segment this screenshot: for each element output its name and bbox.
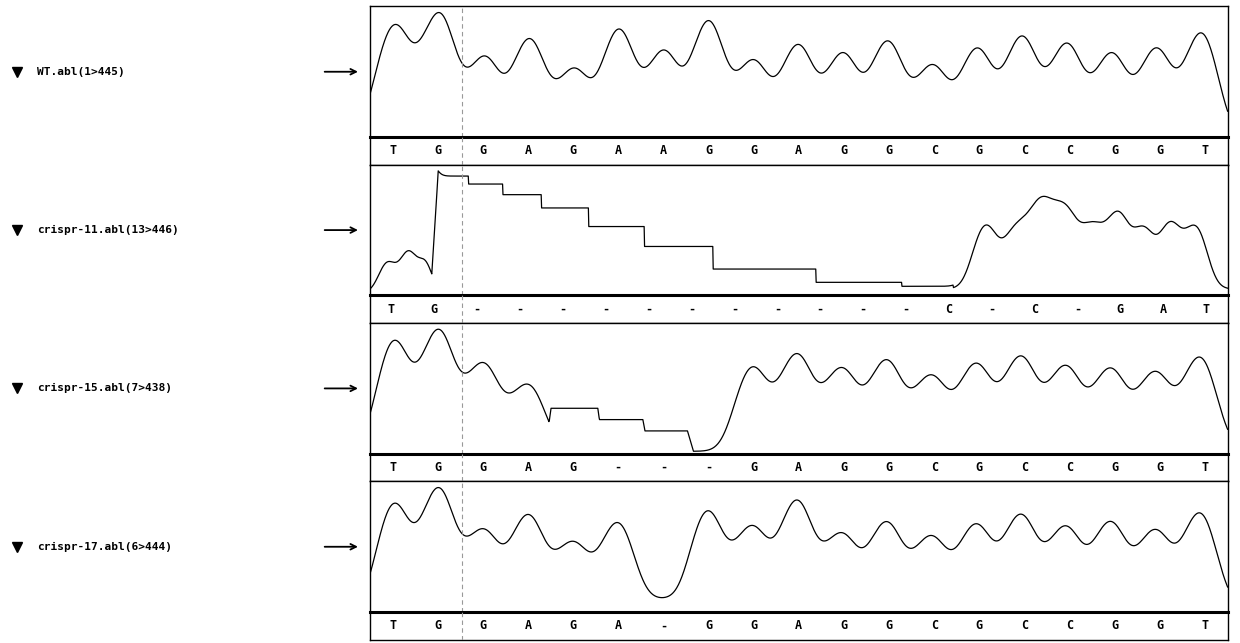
Text: G: G bbox=[885, 145, 893, 158]
Text: A: A bbox=[525, 461, 532, 474]
Text: T: T bbox=[388, 303, 396, 316]
Text: A: A bbox=[525, 619, 532, 633]
Text: G: G bbox=[569, 145, 577, 158]
Text: T: T bbox=[389, 619, 396, 633]
Text: G: G bbox=[480, 619, 486, 633]
Text: -: - bbox=[730, 303, 738, 316]
Text: G: G bbox=[434, 145, 441, 158]
Text: T: T bbox=[389, 145, 396, 158]
Text: T: T bbox=[389, 461, 396, 474]
Text: -: - bbox=[706, 461, 712, 474]
Text: C: C bbox=[1066, 145, 1073, 158]
Text: -: - bbox=[688, 303, 696, 316]
Text: T: T bbox=[1203, 303, 1210, 316]
Text: G: G bbox=[1157, 619, 1163, 633]
Text: A: A bbox=[795, 461, 802, 474]
Text: crispr-11.abl(13>446): crispr-11.abl(13>446) bbox=[37, 225, 179, 235]
Text: -: - bbox=[1074, 303, 1081, 316]
Text: G: G bbox=[976, 145, 983, 158]
Text: C: C bbox=[931, 461, 937, 474]
Text: G: G bbox=[430, 303, 438, 316]
Text: T: T bbox=[1202, 461, 1209, 474]
Text: -: - bbox=[774, 303, 781, 316]
Text: G: G bbox=[976, 461, 983, 474]
Text: -: - bbox=[660, 461, 667, 474]
Text: C: C bbox=[1066, 461, 1073, 474]
Text: G: G bbox=[480, 461, 486, 474]
Text: -: - bbox=[615, 461, 621, 474]
Text: C: C bbox=[931, 145, 937, 158]
Text: -: - bbox=[660, 619, 667, 633]
Text: crispr-15.abl(7>438): crispr-15.abl(7>438) bbox=[37, 383, 172, 394]
Text: A: A bbox=[1159, 303, 1167, 316]
Text: C: C bbox=[1021, 145, 1028, 158]
Text: G: G bbox=[1157, 145, 1163, 158]
Text: -: - bbox=[645, 303, 652, 316]
Text: -: - bbox=[988, 303, 996, 316]
Text: A: A bbox=[525, 145, 532, 158]
Text: A: A bbox=[795, 145, 802, 158]
Text: C: C bbox=[931, 619, 937, 633]
Text: -: - bbox=[517, 303, 523, 316]
Text: G: G bbox=[750, 461, 758, 474]
Text: C: C bbox=[1066, 619, 1073, 633]
Text: A: A bbox=[795, 619, 802, 633]
Text: C: C bbox=[1021, 461, 1028, 474]
Text: G: G bbox=[1111, 461, 1118, 474]
Text: -: - bbox=[474, 303, 481, 316]
Text: C: C bbox=[1021, 619, 1028, 633]
Text: WT.abl(1>445): WT.abl(1>445) bbox=[37, 67, 125, 77]
Text: G: G bbox=[885, 461, 893, 474]
Text: C: C bbox=[1032, 303, 1038, 316]
Text: G: G bbox=[569, 619, 577, 633]
Text: G: G bbox=[480, 145, 486, 158]
Text: G: G bbox=[706, 619, 712, 633]
Text: G: G bbox=[976, 619, 983, 633]
Text: G: G bbox=[885, 619, 893, 633]
Text: G: G bbox=[1111, 145, 1118, 158]
Text: G: G bbox=[1111, 619, 1118, 633]
Text: -: - bbox=[603, 303, 609, 316]
Text: A: A bbox=[615, 145, 621, 158]
Text: A: A bbox=[660, 145, 667, 158]
Text: C: C bbox=[945, 303, 952, 316]
Text: G: G bbox=[1157, 461, 1163, 474]
Text: -: - bbox=[559, 303, 567, 316]
Text: G: G bbox=[750, 619, 758, 633]
Text: G: G bbox=[434, 461, 441, 474]
Text: G: G bbox=[841, 619, 847, 633]
Text: G: G bbox=[569, 461, 577, 474]
Text: -: - bbox=[903, 303, 910, 316]
Text: G: G bbox=[1117, 303, 1123, 316]
Text: -: - bbox=[859, 303, 867, 316]
Text: G: G bbox=[434, 619, 441, 633]
Text: G: G bbox=[841, 461, 847, 474]
Text: G: G bbox=[706, 145, 712, 158]
Text: A: A bbox=[615, 619, 621, 633]
Text: G: G bbox=[750, 145, 758, 158]
Text: T: T bbox=[1202, 145, 1209, 158]
Text: crispr-17.abl(6>444): crispr-17.abl(6>444) bbox=[37, 542, 172, 552]
Text: T: T bbox=[1202, 619, 1209, 633]
Text: G: G bbox=[841, 145, 847, 158]
Text: -: - bbox=[817, 303, 823, 316]
